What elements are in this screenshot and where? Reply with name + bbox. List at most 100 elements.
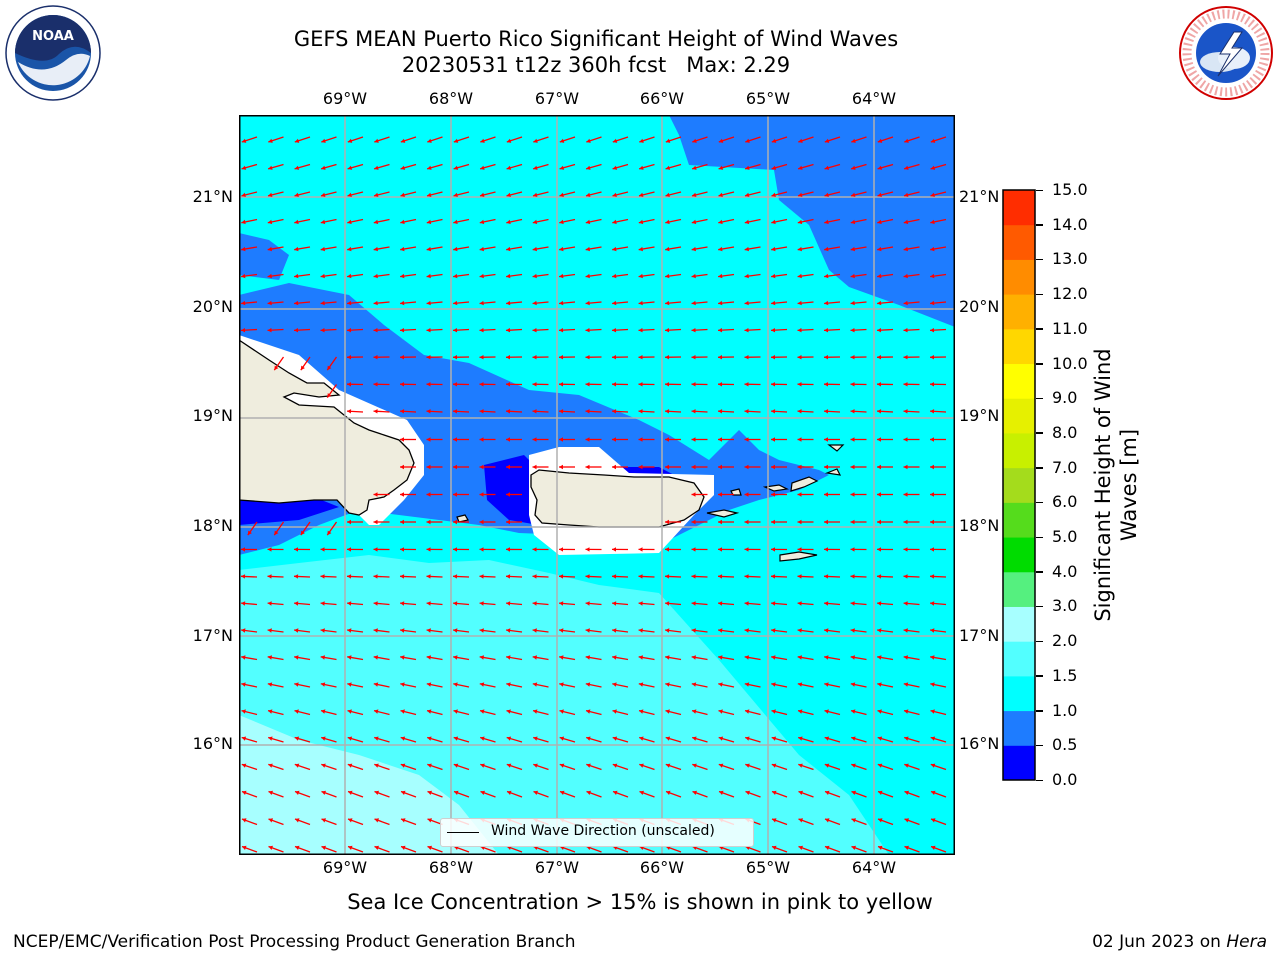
lat-label-left-17n: 17°N	[192, 626, 233, 645]
wind-wave-arrowhead	[851, 192, 856, 197]
sea-ice-note: Sea Ice Concentration > 15% is shown in …	[347, 890, 933, 914]
wind-wave-arrowhead	[665, 601, 670, 606]
wind-wave-arrowhead	[268, 138, 273, 143]
lon-label-top-68w: 68°W	[428, 89, 474, 108]
wind-wave-arrowhead	[745, 165, 750, 170]
wind-wave-arrowhead	[771, 601, 776, 606]
wind-wave-arrowhead	[295, 790, 300, 795]
wind-wave-arrowhead	[904, 165, 909, 170]
wind-wave-arrowhead	[454, 790, 459, 795]
wind-wave-arrowhead	[267, 273, 272, 279]
wind-wave-arrowhead	[691, 437, 696, 442]
wind-wave-arrowhead	[877, 601, 882, 606]
wind-wave-arrowhead	[532, 382, 537, 387]
colorbar-tick-label: 15.0	[1052, 180, 1088, 199]
wind-wave-arrowhead	[903, 655, 908, 660]
wind-wave-arrowhead	[241, 709, 246, 714]
wind-wave-arrowhead	[930, 328, 935, 333]
wind-wave-arrowhead	[453, 355, 457, 360]
lon-label-top-67w: 67°W	[534, 89, 580, 108]
colorbar-tick-label: 10.0	[1052, 353, 1088, 373]
wind-wave-arrowhead	[241, 628, 246, 633]
wind-wave-arrowhead	[241, 165, 247, 170]
colorbar-tick-mark	[1036, 293, 1043, 296]
wind-wave-arrowhead	[744, 382, 749, 387]
wind-wave-arrowhead	[878, 790, 883, 795]
wind-wave-arrowhead	[321, 763, 326, 768]
wind-wave-arrowhead	[825, 818, 830, 823]
wind-wave-arrowhead	[797, 382, 802, 387]
wind-wave-arrowhead	[718, 300, 723, 306]
wind-wave-arrowhead	[267, 628, 272, 633]
wind-wave-arrowhead	[665, 709, 670, 714]
wind-wave-arrowhead	[506, 547, 510, 552]
colorbar-tick-mark	[1036, 605, 1043, 608]
wind-wave-arrowhead	[400, 655, 405, 660]
colorbar-tick-mark	[1036, 397, 1043, 400]
wind-wave-arrowhead	[585, 464, 590, 470]
wind-wave-arrowhead	[427, 138, 432, 143]
wind-wave-arrowhead	[877, 736, 883, 741]
wind-wave-arrowhead	[931, 790, 936, 795]
wind-wave-arrowhead	[347, 192, 352, 197]
wind-wave-arrowhead	[585, 601, 590, 606]
wind-wave-arrowhead	[745, 790, 750, 795]
wind-wave-arrowhead	[586, 763, 591, 768]
wind-wave-arrowhead	[692, 763, 697, 768]
wind-wave-arrowhead	[718, 273, 723, 279]
wind-wave-arrowhead	[294, 328, 299, 333]
wind-wave-arrowhead	[241, 219, 246, 225]
wind-wave-arrowhead	[294, 219, 299, 225]
wind-wave-arrowhead	[426, 273, 431, 279]
wind-wave-arrowhead	[241, 682, 246, 687]
wind-wave-arrowhead	[903, 328, 908, 333]
island-anegada	[827, 444, 845, 452]
land-puerto-rico	[530, 469, 705, 528]
wind-wave-arrowhead	[242, 818, 247, 823]
wind-wave-arrowhead	[400, 709, 405, 714]
wind-wave-arrowhead	[825, 790, 830, 795]
wind-wave-arrowhead	[744, 437, 749, 442]
colorbar-title: Significant Height of Wind Waves [m]	[1091, 348, 1141, 622]
colorbar-tick-mark	[1036, 258, 1043, 261]
wind-wave-arrowhead	[426, 246, 431, 252]
wind-wave-arrowhead	[930, 547, 934, 552]
colorbar-tick-label: 2.0	[1052, 631, 1078, 651]
wind-wave-arrowhead	[612, 437, 616, 442]
wind-wave-arrowhead	[903, 464, 908, 470]
wind-wave-arrowhead	[691, 547, 696, 552]
wind-wave-arrowhead	[585, 300, 590, 306]
footer-machine: Hera	[1226, 932, 1267, 952]
lat-label-right-21n: 21°N	[959, 187, 1000, 206]
wind-wave-arrowhead	[639, 138, 644, 143]
wind-wave-arrowhead	[532, 655, 537, 660]
wind-wave-arrowhead	[877, 763, 883, 768]
wind-wave-arrowhead	[665, 628, 670, 633]
wind-wave-arrowhead	[586, 192, 591, 197]
wind-wave-arrowhead	[453, 574, 458, 579]
lat-label-left-16n: 16°N	[192, 734, 233, 753]
wind-wave-arrowhead	[300, 530, 305, 536]
wind-wave-arrowhead	[295, 818, 300, 823]
wind-wave-arrowhead	[373, 492, 378, 497]
wind-wave-arrowhead	[691, 328, 696, 333]
wind-wave-arrowhead	[850, 355, 855, 360]
wind-wave-arrowhead	[347, 138, 353, 143]
colorbar-tick-mark	[1036, 640, 1043, 643]
wind-wave-arrowhead	[665, 165, 671, 170]
wind-wave-arrowhead	[931, 818, 936, 823]
wind-wave-arrowhead	[851, 165, 856, 170]
wind-wave-arrowhead	[771, 409, 776, 414]
wind-wave-arrowhead	[798, 736, 803, 741]
wind-wave-arrowhead	[294, 601, 299, 606]
wind-wave-arrowhead	[479, 655, 484, 660]
colorbar-tick-label: 12.0	[1052, 284, 1088, 304]
wind-wave-arrowhead	[745, 192, 750, 197]
wind-wave-arrowhead	[347, 682, 352, 687]
wind-wave-arrowhead	[479, 409, 484, 414]
wind-wave-arrowhead	[585, 574, 590, 579]
wind-wave-arrowhead	[479, 328, 484, 333]
wind-wave-arrowhead	[691, 601, 696, 606]
wind-wave-arrowhead	[903, 219, 909, 225]
wind-wave-arrowhead	[930, 682, 935, 687]
